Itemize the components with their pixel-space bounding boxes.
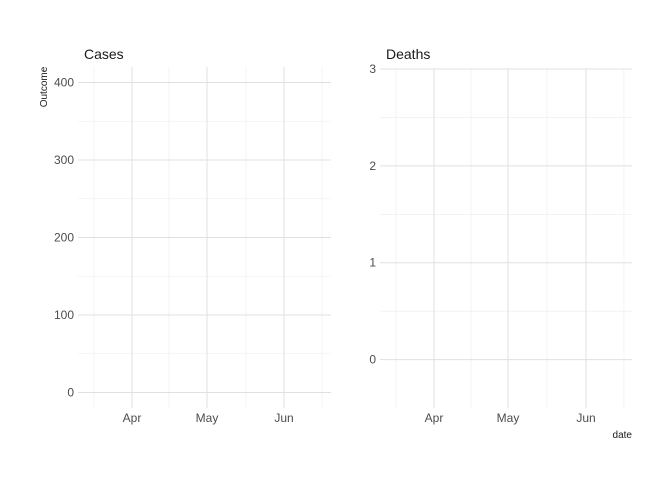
y-tick-label: 200 [54,231,74,245]
y-tick-label: 3 [369,62,376,76]
cases-grid [78,67,331,408]
deaths-y-tick-labels: 0 1 2 3 [369,62,376,367]
deaths-x-tick-labels: Apr May Jun [425,411,596,425]
x-tick-label-jun: Jun [576,411,595,425]
x-tick-label-apr: Apr [425,411,444,425]
y-tick-label: 300 [54,153,74,167]
x-tick-label-apr: Apr [123,411,142,425]
x-tick-label-may: May [196,411,219,425]
y-axis-title: Outcome [39,66,50,107]
facet-title-deaths: Deaths [386,46,430,62]
y-tick-label: 0 [369,353,376,367]
y-tick-label: 2 [369,159,376,173]
y-tick-label: 0 [67,386,74,400]
x-tick-label-may: May [497,411,520,425]
deaths-grid [380,68,632,408]
facet-title-cases: Cases [84,46,124,62]
facet-deaths: Deaths 0 1 2 3 Apr May Jun [369,46,632,425]
y-tick-label: 1 [369,256,376,270]
cases-x-tick-labels: Apr May Jun [123,411,294,425]
x-axis-title: date [613,430,633,441]
y-tick-label: 400 [54,76,74,90]
facet-cases: Cases 0 100 200 300 400 Apr May Jun [54,46,331,425]
x-tick-label-jun: Jun [274,411,293,425]
y-tick-label: 100 [54,308,74,322]
cases-y-tick-labels: 0 100 200 300 400 [54,76,74,400]
